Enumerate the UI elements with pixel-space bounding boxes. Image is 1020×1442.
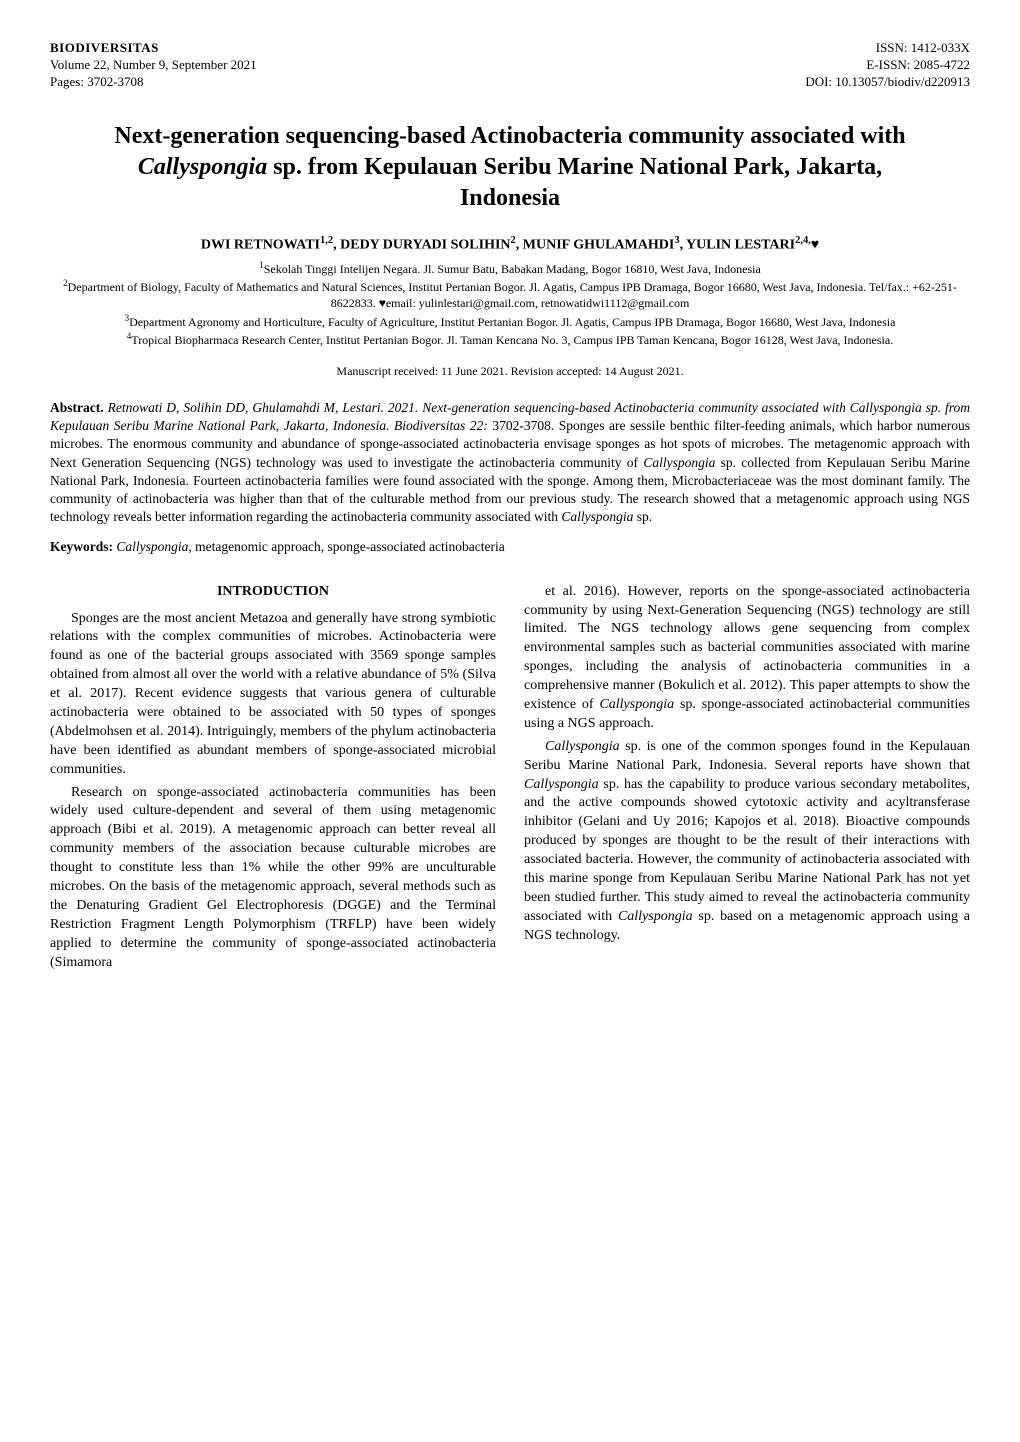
abstract-block: Abstract. Retnowati D, Solihin DD, Ghula… xyxy=(50,399,970,527)
affiliation-2: 2Department of Biology, Faculty of Mathe… xyxy=(50,278,970,311)
keywords-text: Callyspongia, metagenomic approach, spon… xyxy=(116,539,504,554)
doi: DOI: 10.13057/biodiv/d220913 xyxy=(805,74,970,91)
eissn: E-ISSN: 2085-4722 xyxy=(805,57,970,74)
pages-line: Pages: 3702-3708 xyxy=(50,74,257,91)
keywords-label: Keywords: xyxy=(50,539,113,554)
intro-para-4: Callyspongia sp. is one of the common sp… xyxy=(524,738,970,946)
authors-line: DWI RETNOWATI1,2, DEDY DURYADI SOLIHIN2,… xyxy=(50,234,970,256)
paper-title: Next-generation sequencing-based Actinob… xyxy=(90,121,930,215)
affiliation-1: 1Sekolah Tinggi Intelijen Negara. Jl. Su… xyxy=(50,260,970,278)
affiliation-4: 4Tropical Biopharmaca Research Center, I… xyxy=(50,331,970,349)
intro-para-3: et al. 2016). However, reports on the sp… xyxy=(524,583,970,734)
volume-line: Volume 22, Number 9, September 2021 xyxy=(50,57,257,74)
intro-para-1: Sponges are the most ancient Metazoa and… xyxy=(50,610,496,780)
body-columns: INTRODUCTION Sponges are the most ancien… xyxy=(50,583,970,977)
affiliation-3: 3Department Agronomy and Horticulture, F… xyxy=(50,313,970,331)
manuscript-dates: Manuscript received: 11 June 2021. Revis… xyxy=(50,363,970,379)
abstract-label: Abstract. xyxy=(50,400,104,415)
abstract-pages: 3702-3708. xyxy=(492,418,554,433)
affiliations-block: 1Sekolah Tinggi Intelijen Negara. Jl. Su… xyxy=(50,260,970,349)
journal-header: BIODIVERSITAS Volume 22, Number 9, Septe… xyxy=(50,40,970,91)
issn: ISSN: 1412-033X xyxy=(805,40,970,57)
left-column: INTRODUCTION Sponges are the most ancien… xyxy=(50,583,496,977)
header-left-block: BIODIVERSITAS Volume 22, Number 9, Septe… xyxy=(50,40,257,91)
intro-para-2: Research on sponge-associated actinobact… xyxy=(50,784,496,973)
right-column: et al. 2016). However, reports on the sp… xyxy=(524,583,970,977)
journal-name: BIODIVERSITAS xyxy=(50,40,257,57)
introduction-heading: INTRODUCTION xyxy=(50,583,496,602)
keywords-block: Keywords: Callyspongia, metagenomic appr… xyxy=(50,538,970,556)
header-right-block: ISSN: 1412-033X E-ISSN: 2085-4722 DOI: 1… xyxy=(805,40,970,91)
abstract-body: Sponges are sessile benthic filter-feedi… xyxy=(50,418,970,524)
